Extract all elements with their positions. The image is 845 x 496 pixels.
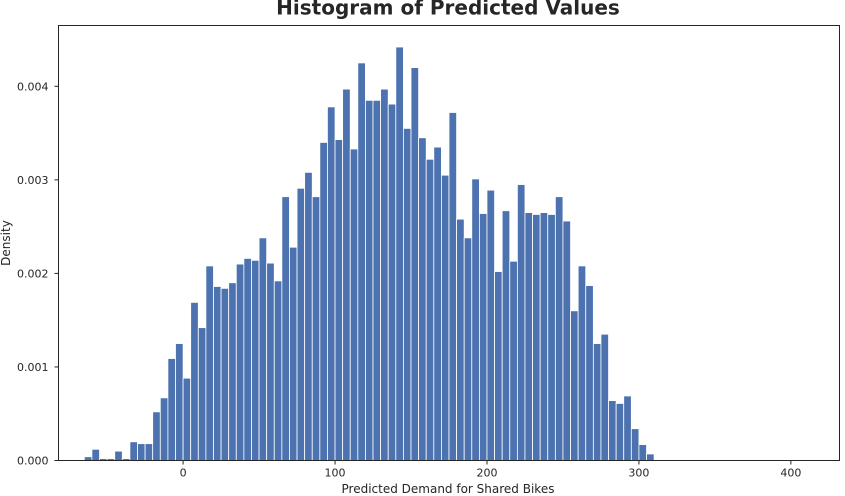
histogram-bar xyxy=(182,377,192,461)
histogram-bar xyxy=(334,139,344,461)
chart-title: Histogram of Predicted Values xyxy=(276,0,620,20)
histogram-bar xyxy=(418,137,427,461)
histogram-bar xyxy=(448,112,457,461)
histogram-bar xyxy=(630,428,640,461)
histogram-bar xyxy=(114,450,123,461)
histogram-bar xyxy=(129,441,138,461)
histogram-bar xyxy=(83,456,93,461)
histogram-bar xyxy=(137,443,146,461)
y-tick-label: 0.003 xyxy=(17,174,49,187)
histogram-bar xyxy=(501,210,511,461)
histogram-bar xyxy=(524,212,533,461)
histogram-bar xyxy=(433,146,442,461)
histogram-bar xyxy=(623,395,632,461)
histogram-bar xyxy=(251,259,260,461)
histogram-bar xyxy=(380,88,389,461)
histogram-bar xyxy=(403,128,412,461)
histogram-bar xyxy=(319,142,328,461)
x-tick-label: 300 xyxy=(628,467,649,480)
x-axis-label: Predicted Demand for Shared Bikes xyxy=(342,482,555,496)
histogram-bar xyxy=(365,99,374,461)
histogram-bar xyxy=(349,148,359,461)
histogram-bar xyxy=(425,158,435,461)
histogram-bar xyxy=(273,280,283,461)
x-tick-label: 0 xyxy=(180,467,187,480)
histogram-bar xyxy=(570,310,579,461)
histogram-bar xyxy=(478,213,488,461)
y-tick-label: 0.004 xyxy=(17,80,49,93)
histogram-bar xyxy=(471,178,480,461)
histogram-bar xyxy=(167,358,176,461)
histogram-bar xyxy=(532,214,541,461)
y-axis-ticks: 0.000 0.001 0.002 0.003 0.004 xyxy=(17,80,59,468)
histogram-bar xyxy=(311,196,321,461)
histogram-bar xyxy=(456,218,465,461)
histogram-bar xyxy=(646,453,655,461)
histogram-bar xyxy=(600,333,609,461)
histogram-bar xyxy=(205,265,214,461)
histogram-bar xyxy=(516,184,526,461)
histogram-bar xyxy=(144,443,154,461)
histogram-bar xyxy=(608,400,617,461)
histogram-bar xyxy=(197,327,207,461)
y-tick-label: 0.002 xyxy=(17,267,49,280)
histogram-bar xyxy=(494,271,503,461)
histogram-bar xyxy=(327,106,336,461)
histogram-bar xyxy=(159,397,169,461)
histogram-bar xyxy=(577,265,587,461)
y-axis-label: Density xyxy=(0,220,13,266)
histogram-bar xyxy=(638,444,647,461)
histogram-bar xyxy=(289,246,298,461)
histogram-bar xyxy=(235,263,245,461)
histogram-bar xyxy=(410,67,420,461)
histogram-bar xyxy=(296,187,306,461)
x-tick-label: 200 xyxy=(476,467,497,480)
histogram-bar xyxy=(213,286,222,461)
histogram-bar xyxy=(486,189,495,461)
histogram-bar xyxy=(372,99,382,461)
histogram-bar xyxy=(243,258,252,461)
x-tick-label: 400 xyxy=(780,467,801,480)
histogram-bar xyxy=(91,448,100,461)
histogram-bar xyxy=(387,103,397,461)
histogram-bar xyxy=(615,403,625,461)
histogram-bar xyxy=(357,62,366,461)
histogram-bar xyxy=(304,171,313,461)
histogram-bar xyxy=(592,343,602,461)
histogram-bar xyxy=(441,174,450,461)
histogram-bar xyxy=(585,285,594,461)
histogram-bar xyxy=(281,196,290,461)
histogram-bar xyxy=(342,88,351,461)
histogram-bar xyxy=(190,302,199,461)
histogram-bar xyxy=(547,214,556,461)
bars-group xyxy=(83,46,655,461)
histogram-bar xyxy=(258,237,268,461)
y-tick-label: 0.001 xyxy=(17,361,49,374)
histogram-bar xyxy=(509,260,518,461)
histogram-bar xyxy=(175,343,184,461)
histogram-bar xyxy=(266,262,275,461)
x-axis-ticks: 0 100 200 300 400 xyxy=(180,460,801,480)
histogram-bar xyxy=(228,282,237,461)
histogram-bar xyxy=(395,46,404,461)
y-tick-label: 0.000 xyxy=(17,455,49,468)
histogram-bar xyxy=(539,212,549,461)
plot-frame xyxy=(58,25,840,461)
histogram-bar xyxy=(220,287,230,461)
histogram-bar xyxy=(554,196,564,461)
histogram-bar xyxy=(152,411,161,461)
histogram-bar xyxy=(562,220,571,461)
histogram-bar xyxy=(463,237,473,461)
x-tick-label: 100 xyxy=(325,467,346,480)
